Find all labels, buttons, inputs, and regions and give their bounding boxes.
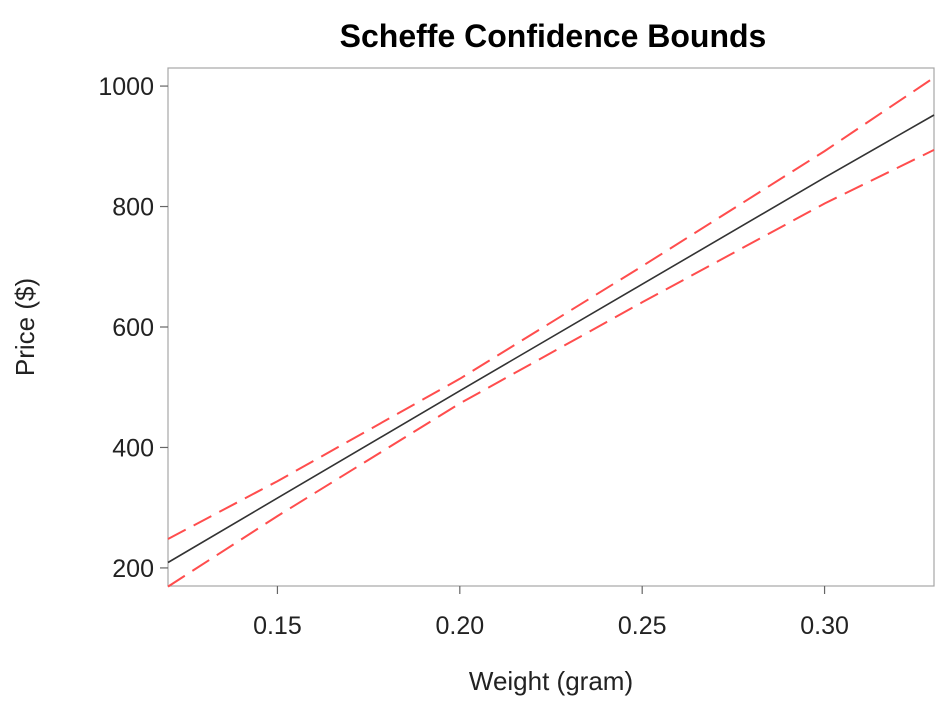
series-layer — [167, 76, 935, 588]
x-tick-label: 0.15 — [253, 612, 302, 640]
x-axis-label: Weight (gram) — [469, 666, 633, 696]
x-axis: 0.15 0.20 0.25 0.30 — [253, 586, 849, 640]
x-tick-label: 0.30 — [800, 612, 849, 640]
plot-frame — [167, 67, 935, 587]
series-line-upper-bound — [167, 76, 935, 540]
series-line-lower-bound — [167, 149, 935, 588]
y-tick-label: 1000 — [98, 73, 154, 101]
y-axis: 200 400 600 800 1000 — [98, 73, 168, 583]
series-line-fit — [167, 114, 935, 564]
y-axis-label: Price ($) — [10, 278, 40, 376]
x-tick-label: 0.25 — [618, 612, 667, 640]
y-tick-label: 200 — [112, 555, 154, 583]
y-tick-label: 600 — [112, 314, 154, 342]
y-tick-label: 400 — [112, 434, 154, 462]
chart-title: Scheffe Confidence Bounds — [340, 18, 767, 54]
y-tick-label: 800 — [112, 194, 154, 222]
x-tick-label: 0.20 — [435, 612, 484, 640]
